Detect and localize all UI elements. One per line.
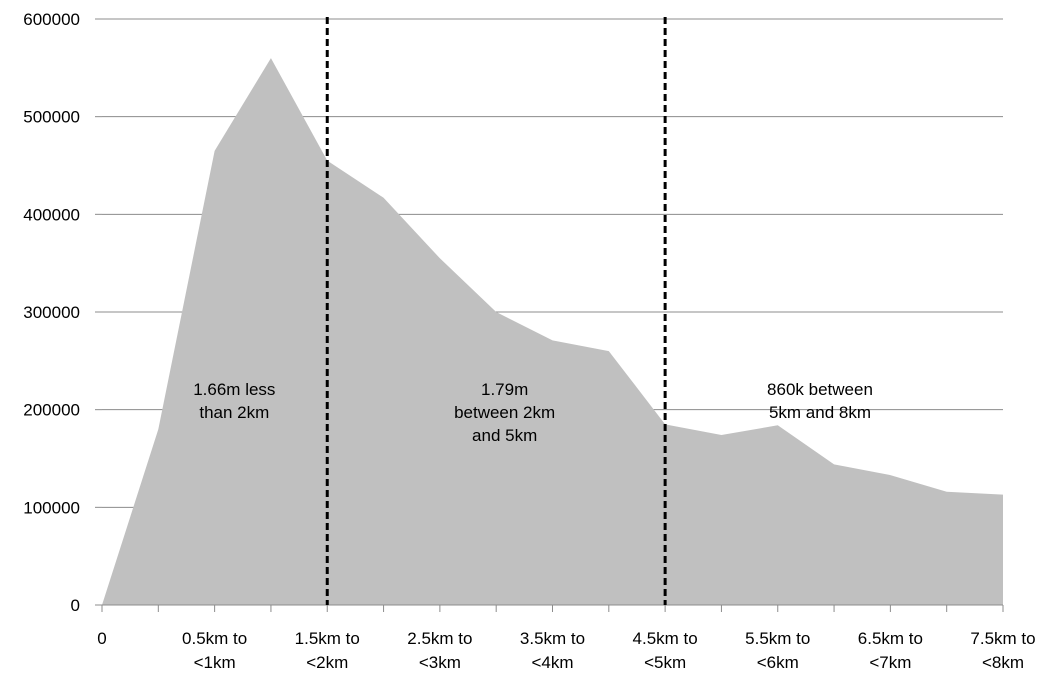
x-tick-label: 5.5km to <6km: [745, 629, 810, 672]
x-tick-label: 1.5km to <2km: [295, 629, 360, 672]
tick-labels: 0 100000 200000 300000 400000 500000 600000 0 0.…: [23, 10, 1035, 672]
y-tick-label: 100000: [23, 498, 80, 517]
x-tick-label: 2.5km to <3km: [407, 629, 472, 672]
area-fill: [102, 58, 1003, 606]
annotations: 1.66m less than 2km 1.79m between 2km and 5k…: [193, 380, 873, 445]
y-tick-label: 300000: [23, 303, 80, 322]
axes: [95, 18, 1004, 612]
annotation: 1.66m less than 2km: [193, 380, 275, 422]
y-tick-label: 600000: [23, 10, 80, 29]
y-tick-label: 0: [71, 596, 80, 615]
annotation: 860k between 5km and 8km: [767, 380, 873, 422]
x-tick-label: 0.5km to <1km: [182, 629, 247, 672]
y-tick-label: 200000: [23, 401, 80, 420]
annotation: 1.79m between 2km and 5km: [454, 380, 555, 445]
y-tick-label: 400000: [23, 205, 80, 224]
divider-lines: [325, 17, 667, 605]
area-series: [101, 58, 1004, 606]
x-tick-label: 6.5km to <7km: [858, 629, 923, 672]
x-tick-label: 3.5km to <4km: [520, 629, 585, 672]
x-tick-label: 0: [97, 629, 106, 648]
x-tick-label: 4.5km to <5km: [633, 629, 698, 672]
y-tick-label: 500000: [23, 108, 80, 127]
x-tick-label: 7.5km to <8km: [970, 629, 1035, 672]
